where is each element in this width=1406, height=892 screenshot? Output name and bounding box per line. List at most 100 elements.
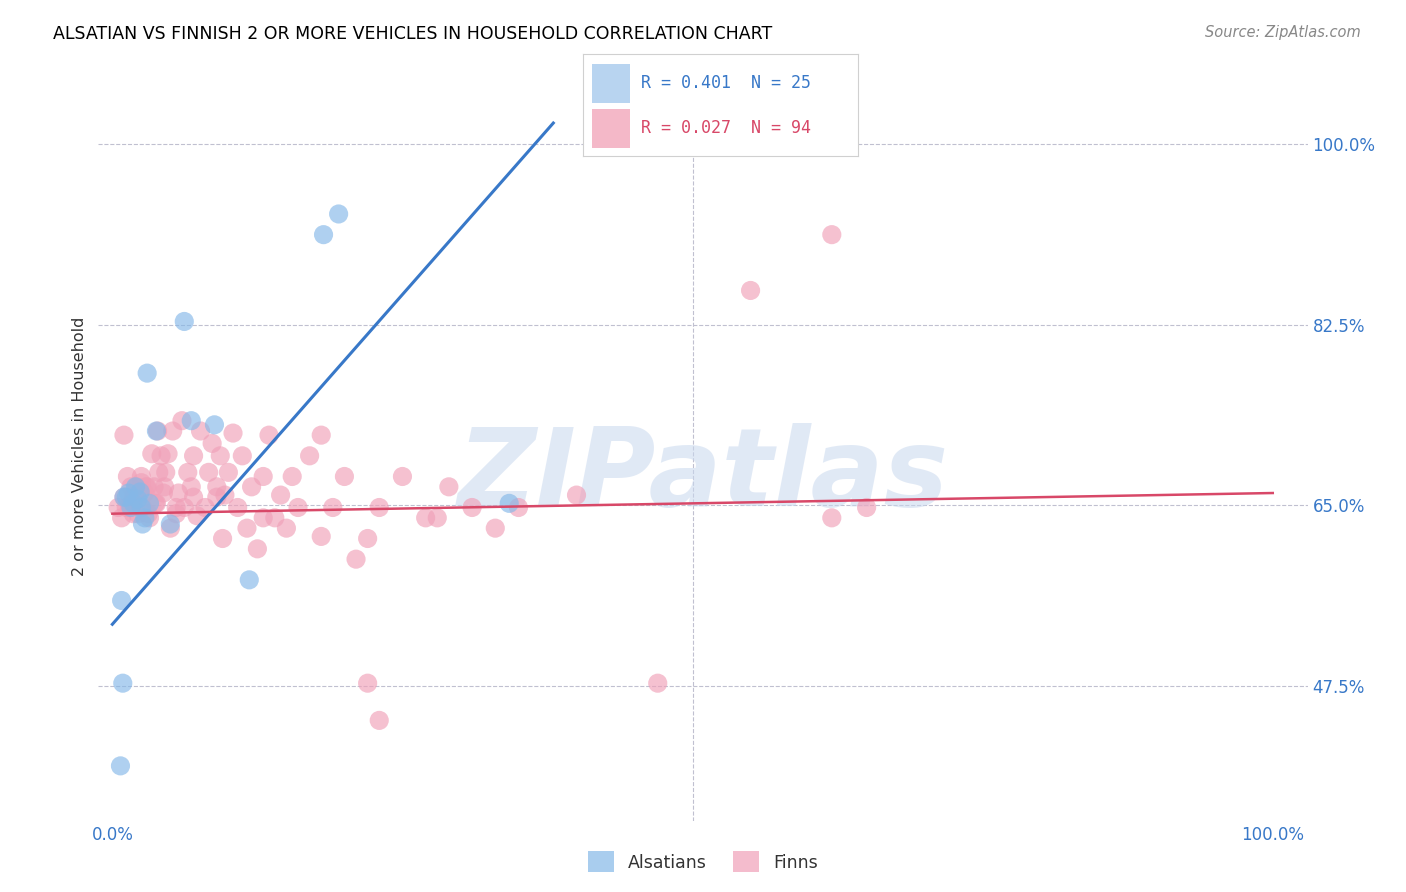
Point bbox=[183, 449, 205, 463]
Point bbox=[484, 521, 506, 535]
Point bbox=[145, 424, 167, 438]
Point bbox=[145, 496, 167, 510]
Text: ZIPatlas: ZIPatlas bbox=[457, 423, 949, 529]
Point bbox=[124, 480, 146, 494]
Point bbox=[368, 714, 391, 728]
Point bbox=[153, 480, 176, 494]
Point bbox=[127, 492, 149, 507]
Point bbox=[162, 424, 184, 438]
Point bbox=[391, 469, 413, 483]
Point bbox=[150, 449, 173, 463]
Point bbox=[111, 511, 134, 525]
Point bbox=[217, 466, 239, 480]
Point bbox=[211, 532, 233, 546]
Point bbox=[131, 516, 153, 531]
Point bbox=[159, 516, 181, 531]
Point bbox=[131, 469, 153, 483]
Point bbox=[205, 490, 228, 504]
Point bbox=[252, 511, 274, 525]
Point bbox=[257, 428, 280, 442]
Point bbox=[236, 521, 259, 535]
Point bbox=[129, 485, 152, 500]
Point bbox=[312, 227, 335, 242]
Point bbox=[238, 573, 260, 587]
Point bbox=[155, 466, 177, 480]
Point bbox=[214, 488, 236, 502]
Point bbox=[222, 426, 245, 441]
Point bbox=[461, 500, 484, 515]
Point bbox=[138, 511, 160, 525]
Point bbox=[180, 480, 202, 494]
Point bbox=[197, 466, 219, 480]
Point bbox=[128, 486, 150, 500]
Point bbox=[165, 500, 187, 515]
Point bbox=[415, 511, 437, 525]
Point bbox=[131, 500, 153, 515]
Point bbox=[276, 521, 298, 535]
Point bbox=[110, 759, 132, 773]
Point bbox=[246, 541, 269, 556]
Point bbox=[356, 532, 378, 546]
Point bbox=[122, 507, 145, 521]
Legend: Alsatians, Finns: Alsatians, Finns bbox=[581, 845, 825, 880]
Point bbox=[252, 469, 274, 483]
Point bbox=[135, 480, 157, 494]
Point bbox=[173, 314, 195, 328]
Point bbox=[141, 447, 163, 461]
Point bbox=[240, 480, 263, 494]
Point bbox=[134, 486, 156, 500]
Point bbox=[125, 480, 148, 494]
Point bbox=[180, 414, 202, 428]
Point bbox=[111, 676, 134, 690]
Point bbox=[821, 227, 844, 242]
Text: R = 0.401  N = 25: R = 0.401 N = 25 bbox=[641, 74, 811, 92]
Point bbox=[281, 469, 304, 483]
Point bbox=[209, 449, 232, 463]
Point bbox=[112, 428, 135, 442]
Point bbox=[124, 490, 146, 504]
Point bbox=[298, 449, 321, 463]
Point bbox=[136, 507, 159, 521]
Point bbox=[226, 500, 249, 515]
Point bbox=[270, 488, 292, 502]
Point bbox=[167, 486, 190, 500]
Point bbox=[855, 500, 877, 515]
Point bbox=[118, 499, 141, 513]
Point bbox=[138, 496, 160, 510]
Point bbox=[186, 508, 208, 523]
Point bbox=[328, 207, 350, 221]
Point bbox=[344, 552, 367, 566]
Text: ALSATIAN VS FINNISH 2 OR MORE VEHICLES IN HOUSEHOLD CORRELATION CHART: ALSATIAN VS FINNISH 2 OR MORE VEHICLES I… bbox=[53, 25, 773, 43]
Point bbox=[120, 480, 142, 494]
Point bbox=[647, 676, 669, 690]
Point bbox=[498, 496, 520, 510]
Point bbox=[127, 507, 149, 521]
Point bbox=[117, 486, 139, 500]
Point bbox=[115, 490, 138, 504]
Point bbox=[309, 428, 332, 442]
Point bbox=[183, 490, 205, 504]
Point bbox=[136, 480, 159, 494]
Text: Source: ZipAtlas.com: Source: ZipAtlas.com bbox=[1205, 25, 1361, 40]
Text: R = 0.027  N = 94: R = 0.027 N = 94 bbox=[641, 120, 811, 137]
Point bbox=[333, 469, 356, 483]
Point bbox=[112, 490, 135, 504]
Point bbox=[508, 500, 530, 515]
Point bbox=[173, 500, 195, 515]
Point bbox=[131, 475, 153, 490]
FancyBboxPatch shape bbox=[592, 109, 630, 148]
Point bbox=[821, 511, 844, 525]
Point bbox=[148, 466, 170, 480]
Point bbox=[194, 500, 217, 515]
Point bbox=[146, 424, 169, 438]
Point bbox=[122, 490, 145, 504]
Point bbox=[205, 480, 228, 494]
Point bbox=[204, 417, 226, 432]
Point bbox=[309, 529, 332, 543]
Point bbox=[117, 469, 139, 483]
Point bbox=[122, 496, 145, 510]
Y-axis label: 2 or more Vehicles in Household: 2 or more Vehicles in Household bbox=[72, 317, 87, 575]
Point bbox=[322, 500, 344, 515]
Point bbox=[134, 511, 156, 525]
Point bbox=[143, 480, 166, 494]
